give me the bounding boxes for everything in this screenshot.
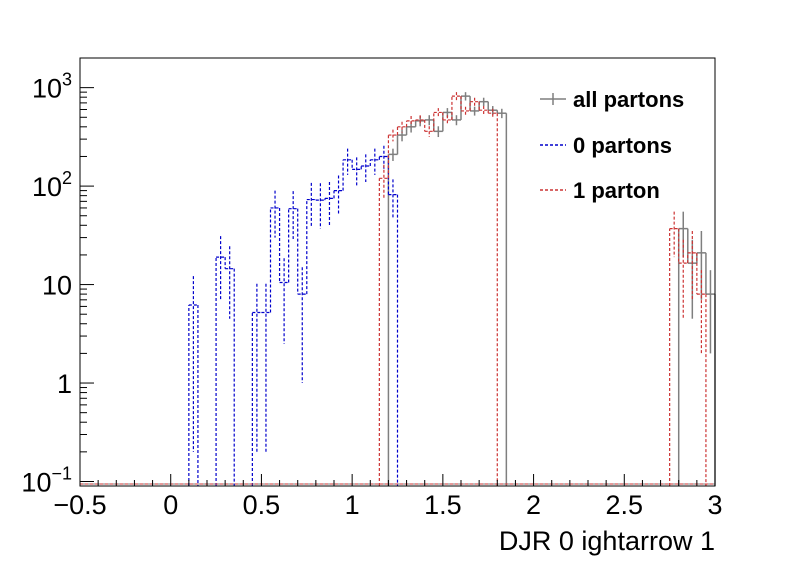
legend-label: 0 partons: [573, 133, 672, 158]
y-tick-label: 1: [57, 369, 72, 399]
legend-label: all partons: [573, 87, 684, 112]
x-axis-label: DJR 0 ightarrow 1: [499, 526, 715, 556]
axes-layer: −0.5 0 0.5 1 1.5 2 2.5 3 10−1 1 10 102 103: [21, 57, 723, 520]
x-tick-label: 1.5: [424, 490, 462, 520]
y-tick-label: 10: [42, 271, 72, 301]
plot-frame: [79, 57, 716, 487]
x-tick-label: 0.5: [243, 490, 281, 520]
legend: all partons 0 partons 1 parton: [540, 87, 684, 203]
y-tick-label: 103: [32, 70, 72, 104]
series-layer: [80, 92, 716, 486]
series-1: [80, 145, 715, 486]
y-tick-label: 10−1: [21, 463, 72, 497]
x-tick-label: 2: [526, 490, 541, 520]
x-tick-label: 3: [707, 490, 722, 520]
x-tick-label: 2.5: [606, 490, 644, 520]
legend-label: 1 parton: [573, 178, 660, 203]
x-tick-label: 1: [345, 490, 360, 520]
x-tick-label: −0.5: [53, 490, 106, 520]
series-2: [80, 92, 715, 486]
x-tick-label: 0: [163, 490, 178, 520]
y-tick-label: 102: [32, 168, 72, 202]
